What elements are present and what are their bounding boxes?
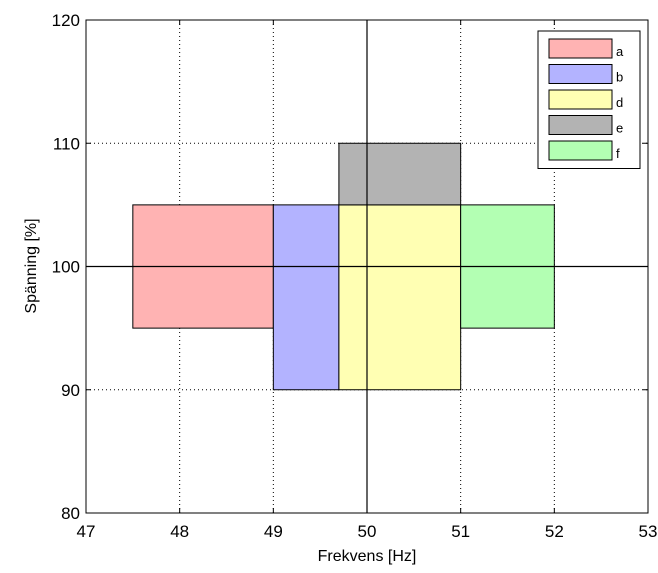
legend-swatch-e bbox=[548, 115, 613, 135]
y-tick-label: 80 bbox=[61, 504, 80, 523]
axis-ticks: 47 48 49 50 51 52 53 80 90 100 110 120 bbox=[52, 11, 658, 541]
y-tick-label: 100 bbox=[52, 258, 80, 277]
legend-label-a: a bbox=[616, 44, 624, 59]
x-tick-label: 53 bbox=[639, 522, 658, 541]
region-b bbox=[272, 204, 340, 391]
y-tick-label: 110 bbox=[53, 134, 80, 153]
legend-swatch-a bbox=[548, 38, 613, 59]
x-tick-label: 49 bbox=[264, 522, 283, 541]
legend-swatch-d bbox=[548, 89, 613, 110]
legend-swatch-b bbox=[548, 64, 613, 84]
legend-label-d: d bbox=[616, 95, 623, 110]
x-tick-label: 51 bbox=[451, 522, 470, 541]
y-axis-label: Spänning [%] bbox=[23, 218, 40, 313]
x-axis-label: Frekvens [Hz] bbox=[318, 548, 417, 565]
y-tick-label: 120 bbox=[52, 11, 80, 30]
x-tick-label: 52 bbox=[545, 522, 564, 541]
legend-label-f: f bbox=[616, 146, 620, 161]
region-e bbox=[338, 142, 462, 206]
x-tick-label: 48 bbox=[170, 522, 189, 541]
x-tick-label: 50 bbox=[358, 522, 377, 541]
reference-lines bbox=[86, 20, 648, 513]
legend-swatch-f bbox=[548, 140, 613, 161]
legend-label-b: b bbox=[616, 70, 623, 85]
y-tick-label: 90 bbox=[61, 381, 80, 400]
region-d bbox=[338, 204, 462, 391]
x-tick-label: 47 bbox=[77, 522, 96, 541]
legend-label-e: e bbox=[616, 121, 623, 136]
